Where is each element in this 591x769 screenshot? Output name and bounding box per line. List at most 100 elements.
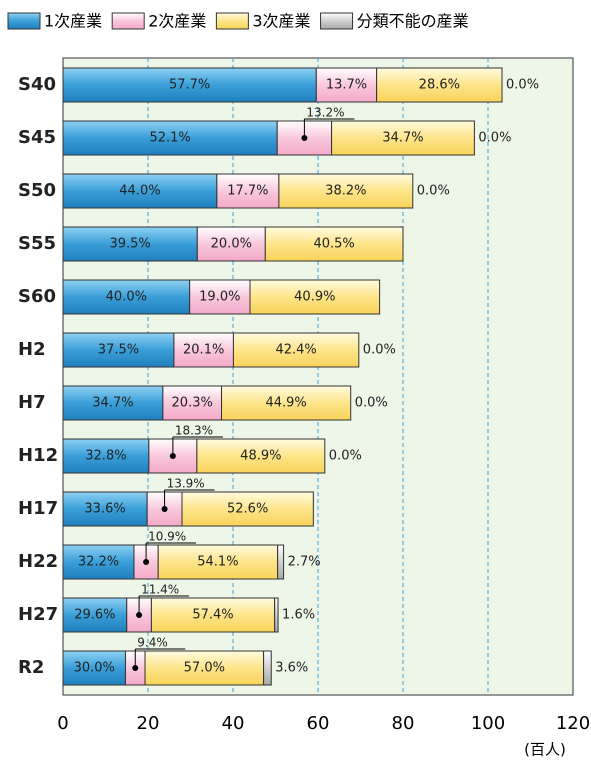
- y-tick-label: R2: [18, 657, 44, 678]
- data-label: 13.9%: [167, 477, 205, 491]
- legend-swatch: [215, 12, 249, 30]
- data-label: 0.0%: [329, 449, 362, 464]
- y-tick-label: S60: [18, 286, 56, 307]
- data-label: 40.0%: [106, 290, 147, 305]
- y-tick-label: H27: [18, 604, 58, 625]
- y-tick-label: S40: [18, 74, 56, 95]
- bar-segment: [157, 544, 279, 580]
- x-tick-label: 0: [57, 713, 68, 734]
- x-tick-label: 80: [392, 713, 415, 734]
- data-label: 34.7%: [382, 131, 423, 146]
- data-label: 0.0%: [478, 131, 511, 146]
- data-label: 0.0%: [506, 78, 539, 93]
- bar-segment: [62, 438, 150, 474]
- data-label: 33.6%: [84, 502, 125, 517]
- data-label: 52.1%: [149, 131, 190, 146]
- data-label: 20.0%: [211, 237, 252, 252]
- data-label: 54.1%: [197, 555, 238, 570]
- data-label: 2.7%: [288, 555, 321, 570]
- y-tick-label: S45: [18, 127, 56, 148]
- bar-segment: [62, 544, 135, 580]
- x-tick-label: 20: [137, 713, 160, 734]
- data-label: 30.0%: [74, 661, 115, 676]
- data-label: 20.3%: [172, 396, 213, 411]
- data-label: 32.8%: [85, 449, 126, 464]
- bar-segment: [62, 120, 278, 156]
- data-label: 9.4%: [137, 636, 168, 650]
- bar-segment: [62, 385, 164, 421]
- bar-segment: [62, 597, 128, 633]
- bar-segment: [62, 226, 198, 262]
- data-label: 32.2%: [78, 555, 119, 570]
- data-label: 48.9%: [240, 449, 281, 464]
- legend-swatch: [7, 12, 41, 30]
- bar-segment: [277, 544, 285, 580]
- legend-label: 分類不能の産業: [357, 12, 469, 31]
- data-label: 57.0%: [184, 661, 225, 676]
- y-tick-label: H17: [18, 498, 58, 519]
- data-label: 13.7%: [326, 78, 367, 93]
- data-label: 38.2%: [325, 184, 366, 199]
- bar-segment: [315, 67, 378, 103]
- legend-swatch: [320, 12, 354, 30]
- bar-segment: [62, 650, 126, 686]
- bar-segment: [181, 491, 314, 527]
- x-tick-label: 60: [307, 713, 330, 734]
- data-label: 44.0%: [119, 184, 160, 199]
- data-label: 39.5%: [109, 237, 150, 252]
- data-label: 40.9%: [294, 290, 335, 305]
- legend-label: 2次産業: [148, 12, 206, 31]
- y-tick-label: H22: [18, 551, 58, 572]
- bar-segment: [216, 173, 280, 209]
- x-tick-label: 120: [556, 713, 590, 734]
- bar-segment: [274, 597, 279, 633]
- data-label: 11.4%: [141, 583, 179, 597]
- data-label: 20.1%: [183, 343, 224, 358]
- bar-segment: [62, 332, 175, 368]
- data-label: 34.7%: [92, 396, 133, 411]
- bar-segment: [144, 650, 265, 686]
- bar-segment: [150, 597, 276, 633]
- data-label: 17.7%: [227, 184, 268, 199]
- data-label: 57.7%: [169, 78, 210, 93]
- data-label: 0.0%: [355, 396, 388, 411]
- legend-swatch: [111, 12, 145, 30]
- y-tick-label: H7: [18, 392, 46, 413]
- bar-segment: [331, 120, 475, 156]
- y-tick-label: H12: [18, 445, 58, 466]
- y-tick-label: H2: [18, 339, 46, 360]
- x-tick-label: 100: [471, 713, 505, 734]
- legend-label: 1次産業: [44, 12, 102, 31]
- data-label: 19.0%: [199, 290, 240, 305]
- bar-segment: [278, 173, 414, 209]
- data-label: 13.2%: [306, 106, 344, 120]
- bar-segment: [196, 438, 326, 474]
- bar-segment: [221, 385, 352, 421]
- data-label: 57.4%: [192, 608, 233, 623]
- bar-segment: [376, 67, 503, 103]
- data-label: 18.3%: [175, 424, 213, 438]
- data-label: 0.0%: [417, 184, 450, 199]
- data-label: 40.5%: [313, 237, 354, 252]
- data-label: 37.5%: [98, 343, 139, 358]
- data-label: 28.6%: [419, 78, 460, 93]
- y-tick-label: S55: [18, 233, 56, 254]
- data-label: 3.6%: [275, 661, 308, 676]
- data-label: 29.6%: [74, 608, 115, 623]
- bar-segment: [264, 226, 404, 262]
- x-tick-label: 40: [222, 713, 245, 734]
- y-tick-label: S50: [18, 180, 56, 201]
- data-label: 52.6%: [227, 502, 268, 517]
- data-label: 44.9%: [265, 396, 306, 411]
- bar-segment: [62, 279, 191, 315]
- bar-segment: [232, 332, 360, 368]
- bar-segment: [263, 650, 272, 686]
- legend-label: 3次産業: [252, 12, 310, 31]
- bar-segment: [249, 279, 381, 315]
- data-label: 10.9%: [148, 530, 186, 544]
- data-label: 0.0%: [363, 343, 396, 358]
- bar-segment: [162, 385, 223, 421]
- data-label: 42.4%: [275, 343, 316, 358]
- data-label: 1.6%: [282, 608, 315, 623]
